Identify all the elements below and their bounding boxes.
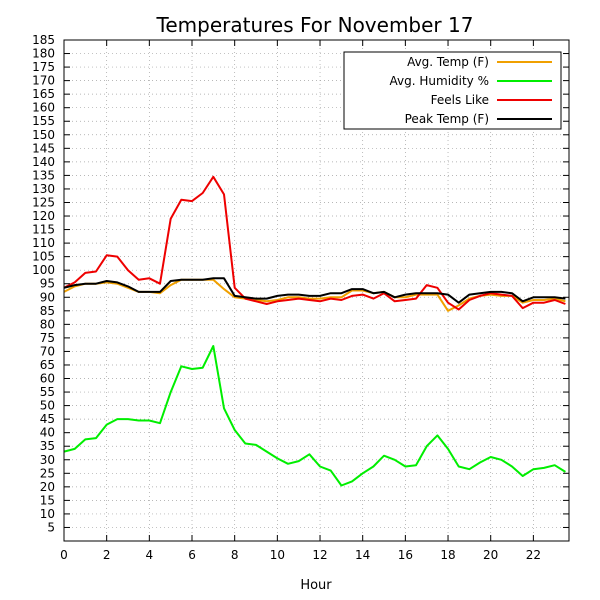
x-tick-label: 20 [483, 548, 498, 562]
y-tick-label: 100 [32, 263, 55, 277]
y-tick-label: 155 [32, 114, 55, 128]
y-tick-label: 45 [40, 412, 55, 426]
y-tick-label: 95 [40, 277, 55, 291]
legend-label: Avg. Humidity % [390, 74, 489, 88]
y-tick-label: 25 [40, 466, 55, 480]
y-tick-label: 125 [32, 195, 55, 209]
y-tick-label: 185 [32, 33, 55, 47]
y-tick-label: 90 [40, 290, 55, 304]
x-tick-label: 22 [526, 548, 541, 562]
y-tick-label: 110 [32, 236, 55, 250]
y-tick-label: 120 [32, 209, 55, 223]
chart-title: Temperatures For November 17 [156, 13, 474, 37]
x-tick-label: 18 [440, 548, 455, 562]
y-tick-label: 150 [32, 128, 55, 142]
y-tick-label: 80 [40, 317, 55, 331]
y-tick-label: 140 [32, 155, 55, 169]
y-tick-label: 180 [32, 47, 55, 61]
legend-label: Peak Temp (F) [405, 112, 489, 126]
y-tick-label: 60 [40, 372, 55, 386]
y-tick-label: 20 [40, 480, 55, 494]
y-tick-label: 130 [32, 182, 55, 196]
y-tick-label: 75 [40, 331, 55, 345]
legend-label: Feels Like [431, 93, 489, 107]
y-tick-label: 55 [40, 385, 55, 399]
y-tick-label: 145 [32, 141, 55, 155]
x-axis: 0 2 4 6 8 10 12 14 16 18 20 22 [60, 40, 541, 562]
y-tick-label: 85 [40, 304, 55, 318]
legend-label: Avg. Temp (F) [407, 55, 489, 69]
x-tick-label: 4 [146, 548, 154, 562]
y-tick-label: 65 [40, 358, 55, 372]
x-tick-label: 10 [270, 548, 285, 562]
y-tick-label: 175 [32, 60, 55, 74]
y-tick-label: 115 [32, 223, 55, 237]
legend: Avg. Temp (F) Avg. Humidity % Feels Like Pe… [343, 51, 562, 130]
y-tick-label: 105 [32, 250, 55, 264]
y-tick-label: 10 [40, 507, 55, 521]
y-tick-label: 30 [40, 453, 55, 467]
y-tick-label: 50 [40, 399, 55, 413]
series-line-2 [63, 175, 566, 311]
y-tick-label: 40 [40, 426, 55, 440]
y-tick-label: 5 [47, 520, 55, 534]
y-tick-label: 135 [32, 168, 55, 182]
x-tick-label: 14 [355, 548, 370, 562]
x-tick-label: 2 [103, 548, 111, 562]
legend-box [343, 51, 562, 130]
y-tick-label: 165 [32, 87, 55, 101]
series-line-1 [63, 345, 566, 487]
y-tick-label: 15 [40, 493, 55, 507]
x-axis-label: Hour [300, 578, 332, 593]
x-tick-label: 6 [188, 548, 196, 562]
y-tick-label: 35 [40, 439, 55, 453]
x-tick-label: 8 [231, 548, 239, 562]
x-tick-label: 0 [60, 548, 68, 562]
x-tick-label: 16 [398, 548, 413, 562]
y-tick-label: 160 [32, 101, 55, 115]
y-tick-label: 170 [32, 74, 55, 88]
y-axis: 5101520253035404550556065707580859095100… [32, 33, 569, 534]
series-line-3 [63, 277, 566, 304]
plot-frame [63, 39, 570, 542]
y-tick-label: 70 [40, 344, 55, 358]
series-lines [63, 175, 566, 487]
x-tick-label: 12 [312, 548, 327, 562]
